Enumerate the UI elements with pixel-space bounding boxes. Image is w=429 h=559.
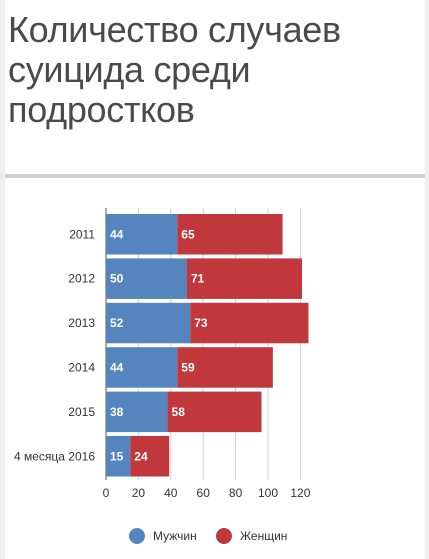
data-label: 50 bbox=[110, 272, 124, 286]
chart-title: Количество случаев суицида среди подрост… bbox=[8, 9, 341, 130]
data-label: 44 bbox=[110, 360, 124, 374]
category-label: 2011 bbox=[69, 227, 95, 241]
data-label: 58 bbox=[172, 405, 186, 419]
title-divider bbox=[5, 174, 425, 178]
bar-segment bbox=[187, 258, 303, 299]
data-label: 24 bbox=[134, 449, 148, 463]
bar-segment bbox=[106, 214, 178, 255]
data-label: 15 bbox=[110, 449, 124, 463]
x-tick-label: 20 bbox=[132, 486, 146, 500]
bar-segment bbox=[130, 436, 170, 477]
x-tick-label: 40 bbox=[164, 486, 178, 500]
category-label: 2014 bbox=[68, 360, 95, 374]
bar-segment bbox=[177, 214, 283, 255]
data-label: 65 bbox=[181, 227, 195, 241]
bar-segment bbox=[106, 347, 178, 388]
bar-segment bbox=[106, 436, 131, 477]
data-label: 71 bbox=[191, 272, 205, 286]
legend-label: Женщин bbox=[240, 529, 287, 543]
bar-segment bbox=[167, 391, 262, 433]
data-label: 52 bbox=[110, 316, 124, 330]
legend-label: Мужчин bbox=[153, 529, 197, 543]
x-axis: 0 20 40 60 80 100 120 bbox=[103, 486, 311, 500]
y-axis: 2011 2012 2013 2014 2015 4 месяца 2016 bbox=[14, 227, 95, 463]
data-label: 44 bbox=[110, 227, 124, 241]
data-label: 38 bbox=[110, 405, 124, 419]
bar-segment bbox=[106, 302, 191, 344]
category-label: 2013 bbox=[68, 316, 95, 330]
x-tick-label: 0 bbox=[103, 486, 110, 500]
bar-segment bbox=[190, 302, 309, 344]
x-tick-label: 60 bbox=[197, 486, 211, 500]
category-label: 4 месяца 2016 bbox=[14, 449, 95, 463]
bar-segment bbox=[106, 391, 168, 433]
data-label: 59 bbox=[181, 360, 195, 374]
category-label: 2015 bbox=[68, 405, 95, 419]
x-tick-label: 120 bbox=[290, 486, 310, 500]
bar-segment bbox=[177, 347, 273, 388]
legend-swatch bbox=[216, 528, 232, 544]
x-tick-label: 100 bbox=[258, 486, 278, 500]
x-tick-label: 80 bbox=[229, 486, 243, 500]
bar-group: 44 65 50 71 52 73 44 59 38 58 15 24 bbox=[106, 214, 309, 477]
bar-segment bbox=[106, 258, 187, 299]
legend-swatch bbox=[129, 528, 145, 544]
data-label: 73 bbox=[194, 316, 208, 330]
category-label: 2012 bbox=[68, 272, 95, 286]
legend: Мужчин Женщин bbox=[129, 528, 287, 544]
